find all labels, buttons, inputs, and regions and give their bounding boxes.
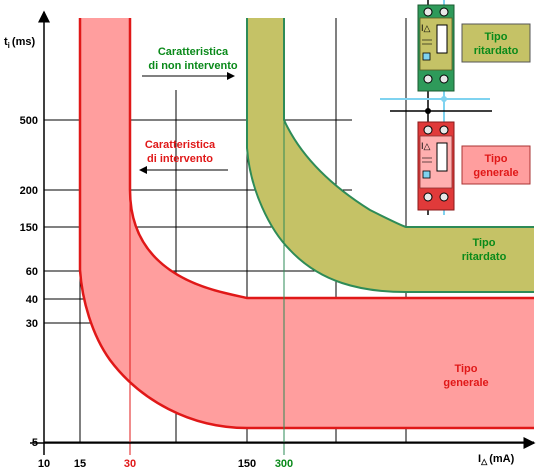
y-tick: 5 <box>32 437 38 449</box>
delayed-type-band <box>247 18 534 292</box>
x-tick: 30 <box>124 458 136 470</box>
general-type-non-trip-curve <box>128 18 534 300</box>
y-tick: 60 <box>26 266 38 278</box>
legend-general-line2: generale <box>473 167 518 179</box>
y-tick: 30 <box>26 318 38 330</box>
x-tick-labels: 10 15 30 150 300 <box>38 458 293 470</box>
delayed-rcd-device: I△ <box>417 4 455 92</box>
y-tick: 200 <box>20 185 38 197</box>
trip-line2: di intervento <box>147 153 213 165</box>
legend-delayed-line1: Tipo <box>484 31 507 43</box>
y-tick-labels: 500 200 150 60 40 30 5 <box>20 115 38 449</box>
y-tick: 150 <box>20 222 38 234</box>
x-axis-label: I△ (mA) <box>478 453 515 466</box>
non-trip-line2: di non intervento <box>148 60 238 72</box>
x-tick: 15 <box>74 458 86 470</box>
general-device-symbol: I△ <box>421 141 431 151</box>
legend-delayed: Tipo ritardato <box>461 23 531 63</box>
delayed-band-label-2: ritardato <box>462 251 507 263</box>
non-trip-line1: Caratteristica <box>158 46 229 58</box>
general-rcd-device: I△ <box>417 121 455 211</box>
general-band-label-1: Tipo <box>454 363 477 375</box>
delayed-type-non-trip-curve <box>283 18 534 228</box>
non-trip-annotation: Caratteristica di non intervento <box>142 46 238 80</box>
trip-line1: Caratteristica <box>145 139 216 151</box>
delayed-type-trip-curve <box>246 18 534 293</box>
legend-general-line1: Tipo <box>484 153 507 165</box>
general-band-label-2: generale <box>443 377 488 389</box>
general-type-trip-curve <box>78 18 534 430</box>
y-tick: 500 <box>20 115 38 127</box>
x-tick: 300 <box>275 458 293 470</box>
trip-annotation: Caratteristica di intervento <box>139 139 228 174</box>
delayed-band-label-1: Tipo <box>472 237 495 249</box>
x-tick: 10 <box>38 458 50 470</box>
legend-general: Tipo generale <box>461 145 531 185</box>
y-axis-label: ti (ms) <box>4 36 35 50</box>
x-tick: 150 <box>238 458 256 470</box>
legend-delayed-line2: ritardato <box>474 45 519 57</box>
y-tick: 40 <box>26 294 38 306</box>
general-type-band <box>80 18 534 428</box>
delayed-device-symbol: I△ <box>421 23 431 33</box>
